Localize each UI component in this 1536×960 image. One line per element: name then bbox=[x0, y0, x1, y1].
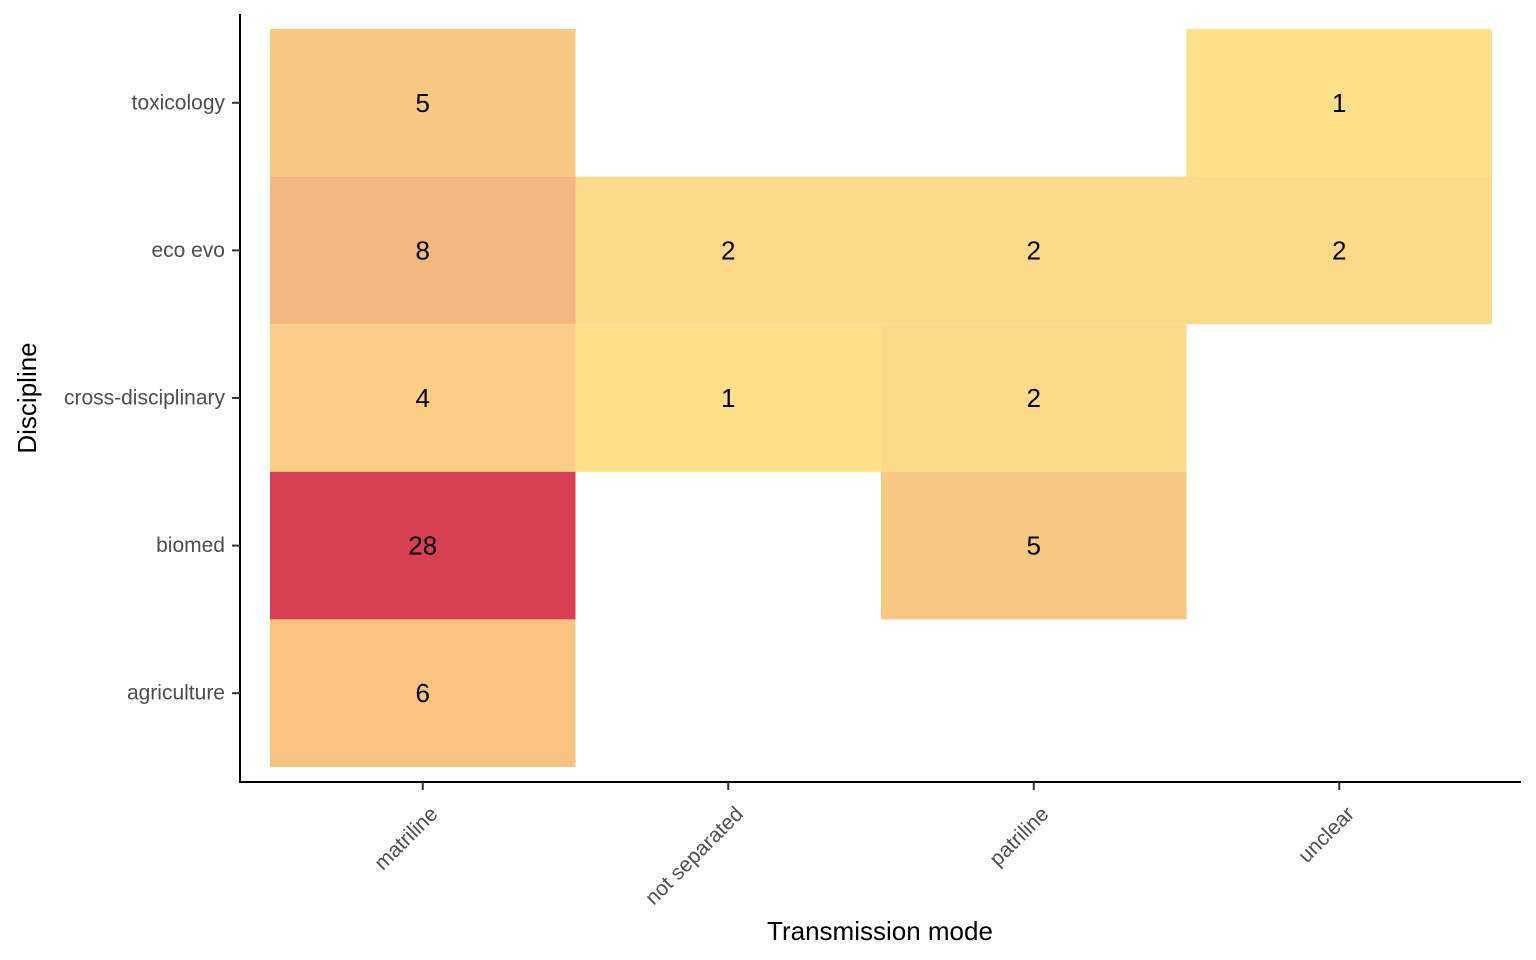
y-tick-label-eco-evo: eco evo bbox=[151, 239, 225, 262]
heatmap-cell-not-separated-eco-evo bbox=[575, 176, 881, 325]
cell-value-not-separated-cross-disciplinary: 1 bbox=[721, 383, 735, 413]
cell-value-patriline-eco-evo: 2 bbox=[1027, 235, 1041, 265]
heatmap-cell-matriline-cross-disciplinary bbox=[270, 324, 576, 472]
heatmap-cell-unclear-toxicology bbox=[1186, 29, 1492, 177]
y-tick-label-biomed: biomed bbox=[156, 534, 225, 557]
cell-value-matriline-eco-evo: 8 bbox=[416, 235, 430, 265]
y-tick-label-agriculture: agriculture bbox=[127, 682, 225, 705]
heatmap-cell-matriline-toxicology bbox=[270, 29, 576, 177]
cell-value-patriline-biomed: 5 bbox=[1027, 531, 1041, 561]
heatmap-cell-patriline-cross-disciplinary bbox=[881, 324, 1187, 472]
y-tick-label-cross-disciplinary: cross-disciplinary bbox=[64, 387, 226, 410]
heatmap-cell-patriline-eco-evo bbox=[881, 176, 1187, 325]
heatmap-cell-patriline-biomed bbox=[881, 471, 1187, 620]
heatmap-cells bbox=[270, 29, 1492, 767]
cell-value-unclear-eco-evo: 2 bbox=[1332, 235, 1346, 265]
cell-value-patriline-cross-disciplinary: 2 bbox=[1027, 383, 1041, 413]
cell-value-labels: 5 1 8 2 2 2 4 1 2 28 5 6 bbox=[408, 88, 1346, 708]
cell-value-matriline-toxicology: 5 bbox=[416, 88, 430, 118]
x-tick-label-unclear: unclear bbox=[1294, 802, 1359, 867]
cell-value-unclear-toxicology: 1 bbox=[1332, 88, 1346, 118]
heatmap-cell-matriline-eco-evo bbox=[270, 176, 576, 325]
cell-value-matriline-biomed: 28 bbox=[408, 531, 437, 561]
heatmap-cell-unclear-eco-evo bbox=[1186, 176, 1492, 325]
y-axis-ticks: agriculture biomed cross-disciplinary eco e… bbox=[64, 91, 240, 705]
y-tick-label-toxicology: toxicology bbox=[132, 91, 226, 114]
x-axis-title: Transmission mode bbox=[767, 916, 993, 946]
heatmap-cell-matriline-agriculture bbox=[270, 619, 576, 767]
y-axis-title: Discipline bbox=[12, 342, 42, 453]
x-axis-ticks: matriline not separated patriline unclear bbox=[370, 782, 1359, 910]
cell-value-matriline-agriculture: 6 bbox=[416, 678, 430, 708]
cell-value-not-separated-eco-evo: 2 bbox=[721, 235, 735, 265]
x-tick-label-not-separated: not separated bbox=[641, 802, 748, 909]
heatmap-cell-not-separated-cross-disciplinary bbox=[575, 324, 881, 472]
x-tick-label-matriline: matriline bbox=[370, 802, 442, 874]
x-tick-label-patriline: patriline bbox=[985, 802, 1053, 870]
heatmap-cell-matriline-biomed bbox=[270, 471, 576, 620]
cell-value-matriline-cross-disciplinary: 4 bbox=[416, 383, 430, 413]
